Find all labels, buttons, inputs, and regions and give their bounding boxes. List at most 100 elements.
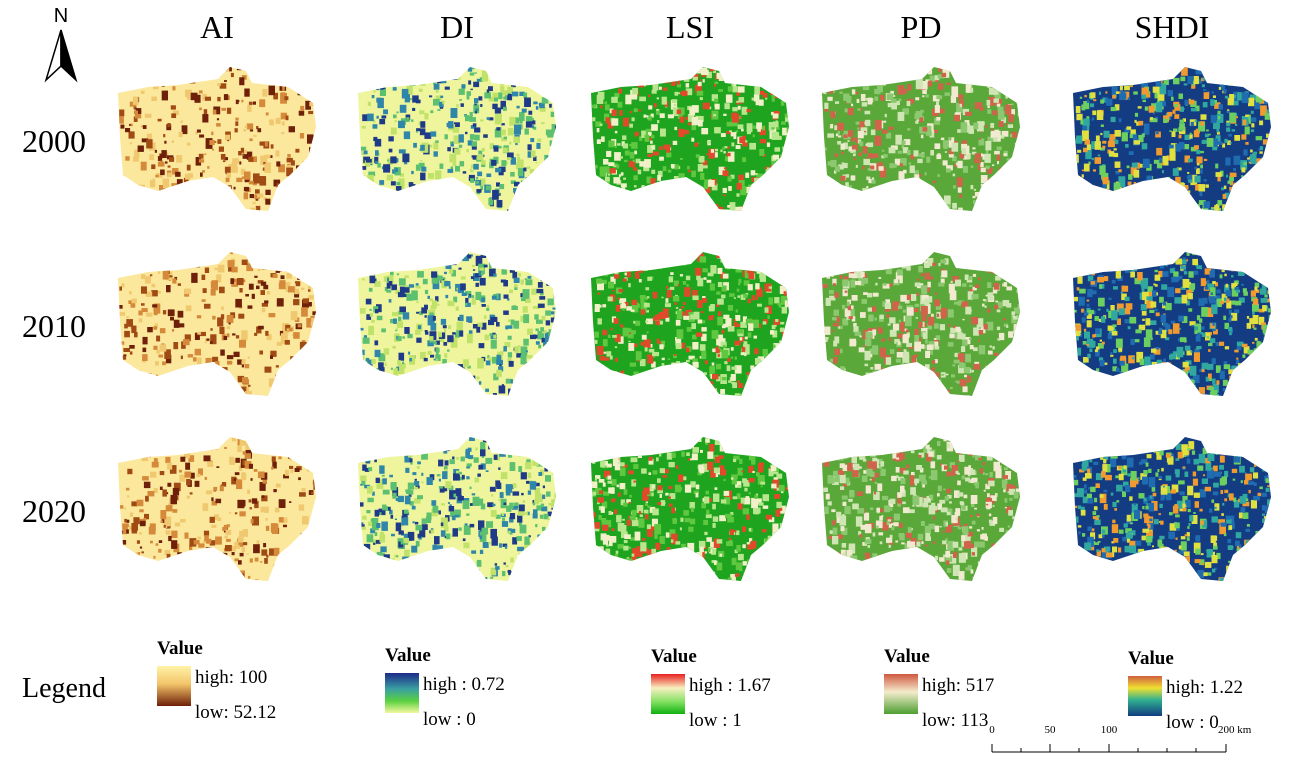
map-pixel [987, 85, 989, 88]
map-pixel [669, 276, 673, 282]
map-pixel [671, 164, 675, 168]
map-pixel [828, 261, 830, 263]
map-pixel [596, 259, 602, 265]
map-pixel [1195, 120, 1198, 122]
map-pixel [1234, 382, 1239, 386]
map-pixel [1133, 91, 1138, 94]
map-pixel [837, 141, 841, 145]
map-pixel [840, 275, 843, 279]
map-pixel [659, 70, 665, 79]
map-pixel [424, 358, 428, 361]
map-pixel [469, 197, 475, 204]
map-pixel [1086, 211, 1093, 220]
map-pixel [203, 206, 206, 209]
map-pixel [664, 145, 671, 150]
map-pixel [237, 67, 242, 71]
map-pixel [1106, 213, 1109, 217]
map-pixel [411, 71, 415, 77]
map-pixel [523, 368, 526, 370]
map-pixel [1103, 177, 1109, 184]
map-pixel [468, 67, 472, 72]
map-pixel [1008, 114, 1014, 122]
map-pixel [1001, 135, 1005, 139]
map-pixel [624, 264, 629, 270]
map-pixel [125, 190, 131, 199]
map-pixel [305, 190, 310, 198]
map-pixel [953, 185, 956, 188]
map-pixel [1131, 191, 1137, 198]
map-pixel [889, 338, 891, 342]
map-pixel [456, 366, 459, 370]
map-pixel [371, 193, 376, 196]
map-pixel [1247, 75, 1253, 79]
map-pixel [856, 199, 859, 202]
map-pixel [699, 156, 704, 163]
map-pixel [596, 165, 598, 168]
map-pixel [258, 268, 261, 271]
map-pixel [1001, 179, 1005, 184]
map-pixel [144, 190, 148, 193]
map-pixel [628, 343, 634, 351]
map-pixel [509, 290, 513, 294]
map-pixel [1253, 71, 1259, 76]
map-pixel [437, 109, 440, 111]
map-pixel [924, 263, 930, 268]
map-pixel [934, 299, 940, 306]
map-pixel [1217, 176, 1220, 181]
map-pixel [1159, 215, 1162, 219]
map-pixel [314, 269, 316, 271]
map-pixel [387, 378, 394, 388]
map-pixel [195, 256, 199, 262]
map-pixel [685, 196, 689, 200]
map-pixel [647, 277, 652, 281]
map-pixel [975, 153, 982, 158]
map-pixel [539, 372, 543, 376]
map-pixel [1210, 99, 1215, 106]
map-pixel [440, 251, 447, 261]
map-pixel [248, 357, 250, 359]
map-pixel [302, 353, 307, 361]
map-pixel [623, 263, 626, 267]
map-pixel [900, 328, 904, 331]
map-pixel [224, 381, 231, 387]
map-pixel [887, 197, 890, 199]
map-pixel [680, 395, 686, 403]
map-pixel [394, 383, 398, 388]
map-pixel [276, 118, 281, 124]
map-pixel [755, 173, 758, 175]
map-pixel [501, 160, 506, 166]
map-pixel [623, 380, 626, 383]
map-pixel [715, 104, 720, 110]
map-pixel [622, 135, 626, 140]
map-pixel [735, 315, 740, 321]
map-pixel [599, 365, 602, 369]
map-pixel [731, 132, 737, 136]
map-pixel [989, 82, 995, 88]
map-pixel [1080, 97, 1082, 99]
map-pixel [468, 295, 471, 298]
map-pixel [639, 97, 646, 102]
map-pixel [776, 267, 782, 276]
map-pixel [487, 117, 490, 120]
map-pixel [139, 202, 145, 210]
map-pixel [985, 366, 991, 374]
map-pixel [1132, 357, 1134, 359]
map-pixel [784, 375, 789, 383]
map-pixel [138, 146, 144, 152]
map-pixel [257, 194, 263, 198]
map-pixel [617, 202, 623, 211]
map-pixel [764, 187, 768, 192]
map-pixel [276, 150, 280, 156]
map-pixel [1200, 151, 1204, 153]
map-pixel [1254, 348, 1260, 356]
map-pixel [854, 80, 857, 84]
map-pixel [507, 157, 511, 160]
map-pixel [546, 130, 552, 136]
map-pixel [146, 139, 152, 148]
map-pixel [485, 335, 490, 341]
map-pixel [124, 271, 127, 273]
map-pixel [219, 327, 224, 334]
map-pixel [398, 292, 404, 297]
map-pixel [712, 363, 715, 366]
map-pixel [929, 190, 932, 193]
